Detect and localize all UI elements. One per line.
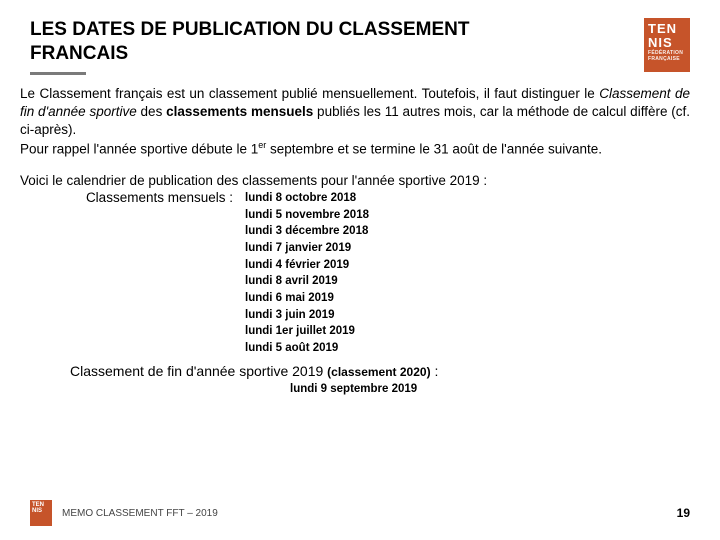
final-label: Classement de fin d'année sportive 2019 <box>70 363 327 379</box>
page-title: LES DATES DE PUBLICATION DU CLASSEMENT F… <box>30 18 636 66</box>
intro-text: septembre et se termine le 31 août de l'… <box>266 142 602 157</box>
page-number: 19 <box>677 506 690 520</box>
monthly-label: Classements mensuels : <box>20 190 245 205</box>
intro-text: Pour rappel l'année sportive débute le 1 <box>20 142 258 157</box>
final-colon: : <box>431 363 439 379</box>
date-item: lundi 3 décembre 2018 <box>245 223 369 240</box>
title-line2: FRANCAIS <box>30 43 128 64</box>
intro-text: des <box>137 104 166 119</box>
date-item: lundi 6 mai 2019 <box>245 290 369 307</box>
fft-logo: TEN NIS FÉDÉRATION FRANÇAISE <box>644 18 690 72</box>
logo-small-line2: NIS <box>32 508 50 514</box>
dates-list: lundi 8 octobre 2018 lundi 5 novembre 20… <box>245 190 369 357</box>
header: LES DATES DE PUBLICATION DU CLASSEMENT F… <box>0 0 720 75</box>
logo-line2: NIS <box>648 36 686 50</box>
monthly-row: Classements mensuels : lundi 8 octobre 2… <box>20 190 690 357</box>
date-item: lundi 8 avril 2019 <box>245 273 369 290</box>
date-item: lundi 8 octobre 2018 <box>245 190 369 207</box>
calendar-block: Voici le calendrier de publication des c… <box>0 159 720 395</box>
intro-paragraph: Le Classement français est un classement… <box>0 75 720 159</box>
title-line1: LES DATES DE PUBLICATION DU CLASSEMENT <box>30 19 469 40</box>
final-classement-line: Classement de fin d'année sportive 2019 … <box>20 363 690 379</box>
date-item: lundi 5 août 2019 <box>245 340 369 357</box>
date-item: lundi 5 novembre 2018 <box>245 207 369 224</box>
final-date: lundi 9 septembre 2019 <box>20 383 690 395</box>
intro-text: Le Classement français est un classement… <box>20 86 599 101</box>
footer-left: TEN NIS MEMO CLASSEMENT FFT – 2019 <box>30 500 218 526</box>
intro-bold: classements mensuels <box>166 104 313 119</box>
title-block: LES DATES DE PUBLICATION DU CLASSEMENT F… <box>30 18 636 75</box>
memo-text: MEMO CLASSEMENT FFT – 2019 <box>62 508 218 519</box>
date-item: lundi 1er juillet 2019 <box>245 323 369 340</box>
fft-logo-small: TEN NIS <box>30 500 52 526</box>
footer: TEN NIS MEMO CLASSEMENT FFT – 2019 19 <box>30 500 690 526</box>
date-item: lundi 3 juin 2019 <box>245 307 369 324</box>
calendar-intro: Voici le calendrier de publication des c… <box>20 173 690 188</box>
logo-sub: FÉDÉRATION FRANÇAISE <box>648 51 686 62</box>
date-item: lundi 4 février 2019 <box>245 257 369 274</box>
date-item: lundi 7 janvier 2019 <box>245 240 369 257</box>
final-paren: (classement 2020) <box>327 365 430 379</box>
logo-line1: TEN <box>648 22 686 36</box>
title-underline <box>30 72 86 75</box>
